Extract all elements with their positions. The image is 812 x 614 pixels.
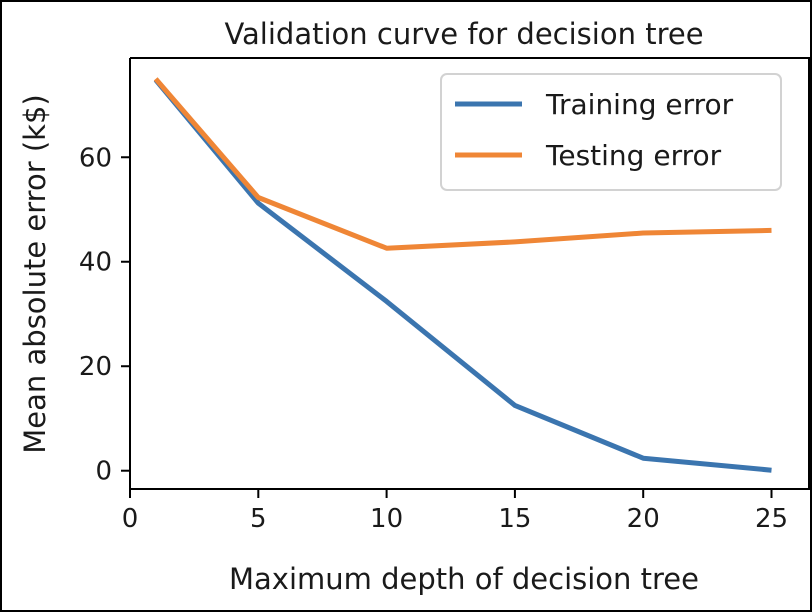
x-tick-label: 15 [498,504,531,534]
x-axis-title: Maximum depth of decision tree [229,562,699,596]
y-axis-title: Mean absolute error (k$) [18,94,52,453]
y-tick-label: 20 [79,352,112,382]
chart-title: Validation curve for decision tree [224,17,703,51]
legend-label-testing-error: Testing error [545,139,722,172]
y-axis-ticks: 0 20 40 60 [79,143,130,487]
series-lines [153,77,772,473]
legend-box [440,73,782,191]
legend-label-training-error: Training error [545,88,734,121]
x-tick-label: 10 [370,504,403,534]
y-tick-label: 60 [79,143,112,173]
y-tick-label: 40 [79,248,112,278]
legend: Training error Testing error [440,73,782,191]
series-line-testing-error [153,77,772,251]
series-line-training-error [153,78,772,473]
x-axis-ticks: 0 5 10 15 20 25 [122,489,788,534]
x-tick-label: 25 [755,504,788,534]
x-tick-label: 0 [122,504,139,534]
x-tick-label: 5 [250,504,267,534]
x-tick-label: 20 [627,504,660,534]
y-tick-label: 0 [95,457,112,487]
